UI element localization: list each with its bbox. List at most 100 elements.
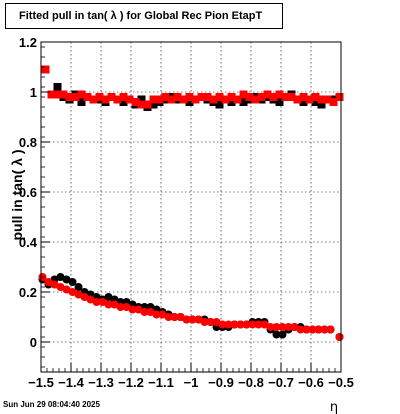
data-point-circle bbox=[62, 285, 71, 294]
data-point-circle bbox=[254, 320, 263, 329]
data-point-circle bbox=[278, 323, 287, 331]
data-point-circle bbox=[140, 308, 149, 316]
data-point-square bbox=[239, 90, 248, 99]
x-tick-label: −1.4 bbox=[58, 375, 84, 390]
data-point-square bbox=[137, 100, 146, 109]
data-point-square bbox=[95, 93, 104, 101]
data-point-circle bbox=[74, 283, 83, 291]
data-point-square bbox=[227, 98, 236, 106]
data-point-circle bbox=[200, 318, 209, 326]
data-point-square bbox=[203, 93, 212, 101]
y-tick-label: 0.6 bbox=[19, 185, 37, 200]
data-point-circle bbox=[290, 323, 299, 331]
data-point-circle bbox=[122, 303, 131, 311]
data-point-square bbox=[89, 95, 98, 104]
data-point-circle bbox=[272, 330, 281, 339]
data-point-square bbox=[215, 100, 224, 109]
data-point-circle bbox=[158, 310, 167, 319]
y-tick-label: 0.4 bbox=[19, 235, 38, 250]
data-point-circle bbox=[92, 298, 101, 306]
data-point-square bbox=[167, 95, 176, 104]
x-axis-label: η bbox=[330, 400, 338, 414]
data-point-circle bbox=[230, 320, 239, 329]
data-point-square bbox=[59, 90, 68, 99]
data-point-circle bbox=[242, 320, 251, 329]
data-point-circle bbox=[308, 325, 317, 334]
data-point-square bbox=[221, 95, 230, 104]
data-point-square bbox=[227, 93, 236, 101]
data-point-circle bbox=[260, 320, 269, 329]
data-point-square bbox=[257, 93, 266, 101]
data-point-square bbox=[173, 93, 182, 101]
data-point-circle bbox=[296, 325, 305, 334]
data-point-square bbox=[269, 93, 278, 101]
data-point-square bbox=[71, 93, 80, 101]
data-point-square bbox=[77, 90, 86, 99]
data-point-square bbox=[125, 95, 134, 104]
data-point-square bbox=[311, 93, 320, 101]
data-point-circle bbox=[266, 323, 275, 331]
data-point-square bbox=[215, 93, 224, 101]
data-point-circle bbox=[188, 315, 197, 324]
data-point-square bbox=[275, 98, 284, 106]
x-tick-label: −0.8 bbox=[238, 375, 264, 390]
data-point-square bbox=[329, 98, 338, 106]
x-tick-label: −0.7 bbox=[268, 375, 294, 390]
data-point-square bbox=[47, 90, 56, 99]
data-point-square bbox=[101, 95, 110, 104]
data-point-circle bbox=[104, 293, 113, 301]
data-point-circle bbox=[134, 305, 143, 314]
data-point-square bbox=[323, 95, 332, 104]
data-point-circle bbox=[302, 325, 311, 334]
data-point-square bbox=[119, 93, 128, 101]
data-point-square bbox=[77, 98, 86, 106]
data-point-circle bbox=[56, 283, 65, 291]
y-tick-label: 0.2 bbox=[19, 285, 37, 300]
data-point-square bbox=[209, 95, 218, 104]
data-point-square bbox=[317, 95, 326, 104]
data-point-circle bbox=[272, 323, 281, 331]
data-point-square bbox=[251, 95, 260, 104]
data-point-square bbox=[149, 100, 158, 109]
data-point-circle bbox=[56, 273, 65, 281]
data-point-circle bbox=[44, 278, 53, 286]
data-point-circle bbox=[206, 318, 215, 326]
data-point-square bbox=[191, 95, 200, 104]
data-point-circle bbox=[320, 325, 329, 334]
data-point-square bbox=[299, 98, 308, 106]
data-point-circle bbox=[284, 323, 293, 331]
data-point-square bbox=[311, 98, 320, 106]
data-point-square bbox=[293, 95, 302, 104]
data-point-circle bbox=[224, 320, 233, 329]
data-point-square bbox=[305, 95, 314, 104]
axes: −1.5 −1.4 −1.3 −1.2 −1.1 −1 −0.9 −0.8 −0.7 −0.6 −0… bbox=[19, 35, 354, 390]
y-tick-label: 0 bbox=[30, 335, 37, 350]
data-point-circle bbox=[146, 308, 155, 316]
x-tick-label: −0.5 bbox=[328, 375, 354, 390]
data-point-square bbox=[185, 98, 194, 106]
data-point-circle bbox=[212, 318, 221, 326]
data-point-circle bbox=[176, 313, 185, 321]
x-tick-label: −0.9 bbox=[208, 375, 234, 390]
data-point-square bbox=[317, 100, 326, 109]
data-points bbox=[38, 65, 344, 341]
data-point-circle bbox=[182, 315, 191, 324]
data-point-square bbox=[83, 93, 92, 101]
y-axis-label: pull in tan( λ ) bbox=[9, 150, 25, 241]
data-point-square bbox=[185, 93, 194, 101]
data-point-circle bbox=[62, 275, 71, 284]
data-point-circle bbox=[104, 300, 113, 309]
x-tick-label: −1.5 bbox=[28, 375, 54, 390]
data-point-square bbox=[335, 93, 344, 101]
data-point-circle bbox=[335, 333, 344, 341]
chart-title: Fitted pull in tan( λ ) for Global Rec P… bbox=[5, 3, 283, 29]
data-point-circle bbox=[128, 305, 137, 314]
data-point-square bbox=[65, 93, 74, 101]
data-point-circle bbox=[80, 293, 89, 301]
data-point-square bbox=[53, 83, 62, 91]
data-point-circle bbox=[218, 320, 227, 329]
data-point-circle bbox=[68, 278, 77, 286]
data-point-square bbox=[239, 98, 248, 106]
data-point-circle bbox=[194, 315, 203, 324]
